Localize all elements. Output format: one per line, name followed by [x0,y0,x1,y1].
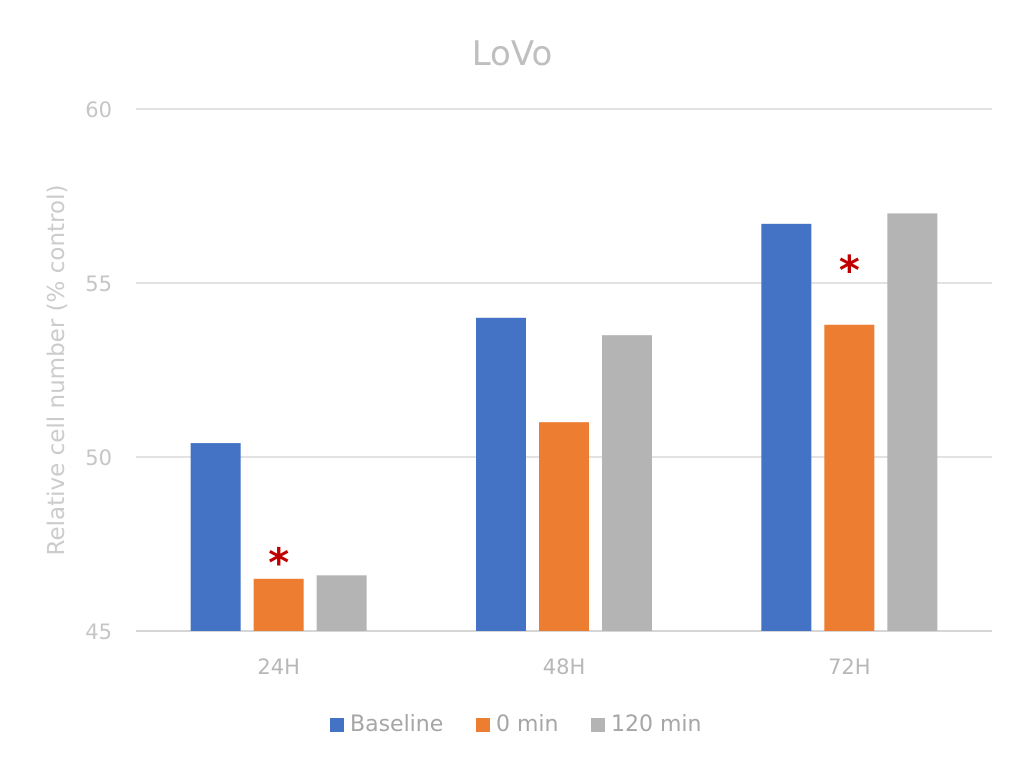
bar [316,575,367,631]
legend-swatch [476,718,490,732]
bar [190,443,241,631]
y-tick-label: 55 [85,272,112,296]
significance-marker: * [839,248,860,294]
legend-label: 0 min [496,712,558,737]
bar [761,223,812,631]
bar [539,422,589,631]
legend-swatch [591,718,605,732]
legend-swatch [330,718,344,732]
x-category-label: 48H [543,655,586,679]
bars [190,213,938,631]
y-axis-ticks: 45 50 55 60 [85,98,112,644]
y-tick-label: 50 [85,446,112,470]
y-axis-label: Relative cell number (% control) [44,185,70,556]
legend-label: 120 min [611,712,701,737]
chart-title: LoVo [472,34,553,74]
y-tick-label: 60 [85,98,112,122]
legend: Baseline 0 min 120 min [330,712,701,737]
significance-marker: * [268,540,289,586]
annotations: ** [268,248,860,586]
x-category-label: 24H [257,655,300,679]
bar [824,324,875,631]
bar [253,578,304,631]
legend-label: Baseline [350,712,443,737]
bar [887,213,938,631]
y-tick-label: 45 [85,620,112,644]
x-category-label: 72H [828,655,871,679]
bar [476,317,526,631]
bar [602,335,652,631]
x-axis-categories: 24H 48H 72H [257,655,870,679]
